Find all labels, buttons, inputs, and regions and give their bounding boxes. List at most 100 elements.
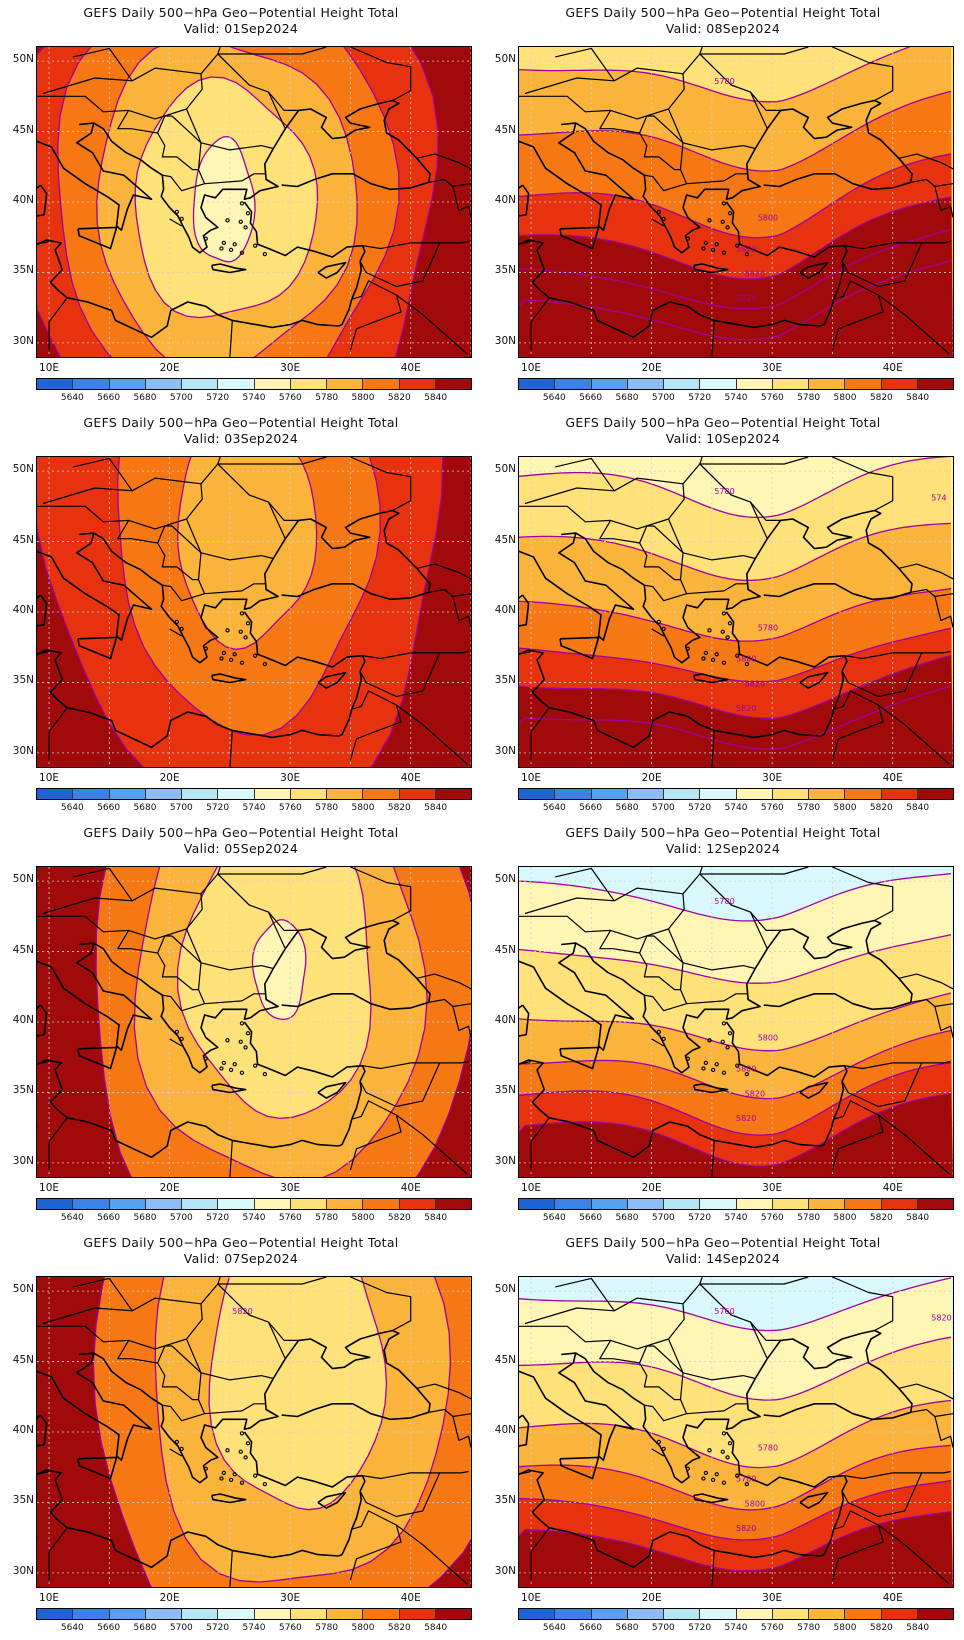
country-border (37, 650, 50, 718)
island (238, 1449, 243, 1454)
colorbar-swatch (519, 379, 556, 389)
coastline (519, 1059, 821, 1159)
coastline (211, 1083, 247, 1094)
island (239, 1070, 245, 1075)
country-border (117, 1340, 206, 1422)
country-border (452, 186, 471, 218)
latitude-tick-label: 45N (494, 123, 516, 136)
island (721, 1431, 727, 1436)
coastline (519, 942, 635, 1051)
country-border (416, 973, 471, 990)
country-border (395, 1524, 468, 1585)
coastline (37, 1414, 48, 1447)
country-border (171, 108, 202, 144)
island (721, 250, 727, 255)
colorbar-swatch (399, 1609, 436, 1619)
height-contour (519, 627, 952, 683)
colorbar-label: 5840 (424, 1213, 448, 1223)
colorbar-swatch (37, 1199, 74, 1209)
colorbar-swatch (37, 379, 74, 389)
contour-label: 5800 (758, 1034, 778, 1043)
colorbar-label: 5740 (724, 1213, 748, 1223)
coastline (37, 122, 153, 231)
colorbar-label: 5660 (579, 803, 603, 813)
island (239, 1480, 245, 1485)
latitude-tick-label: 35N (494, 1084, 516, 1097)
island (727, 621, 733, 626)
panel-valid-date: Valid: 03Sep2024 (183, 431, 299, 446)
colorbar-swatch (363, 379, 400, 389)
coastline (519, 649, 821, 749)
country-border (831, 280, 884, 351)
contour-label: 5780 (736, 1475, 756, 1484)
island (685, 1466, 690, 1471)
colorbar-label: 5680 (615, 393, 639, 403)
colorbar-swatch (627, 1199, 664, 1209)
contour-label: 5800 (736, 245, 756, 254)
colorbar-label: 5820 (869, 393, 893, 403)
island (685, 646, 690, 651)
country-border (157, 115, 172, 134)
fill-band (519, 1093, 953, 1177)
panel-title: GEFS Daily 500−hPa Geo−Potential Height … (565, 415, 881, 430)
height-contour (519, 1277, 952, 1332)
longitude-tick-label: 20E (641, 772, 662, 784)
longitude-tick-label: 40E (882, 772, 903, 784)
colorbar-swatch (290, 789, 327, 799)
country-border (524, 487, 615, 505)
island (710, 657, 716, 663)
island (701, 1476, 706, 1481)
island (735, 653, 740, 658)
country-border (37, 240, 50, 308)
island (243, 635, 248, 640)
latitude-tick-label: 45N (12, 533, 34, 546)
coastline (37, 1004, 48, 1037)
country-border (639, 1345, 654, 1364)
country-border (42, 77, 133, 95)
country-border (555, 47, 684, 82)
panel-valid-date: Valid: 10Sep2024 (665, 431, 781, 446)
island (174, 209, 179, 215)
colorbar (36, 788, 472, 800)
contour-label: 574 (931, 493, 946, 502)
country-border (679, 552, 756, 580)
panel-valid-date: Valid: 07Sep2024 (183, 1251, 299, 1266)
country-border (452, 1006, 471, 1038)
latitude-tick-label: 45N (12, 943, 34, 956)
contour-label: 5820 (736, 1114, 756, 1123)
colorbar-label: 5720 (688, 393, 712, 403)
island (714, 652, 719, 657)
country-border (362, 1060, 469, 1070)
coastline (243, 611, 366, 672)
colorbar-swatch (145, 1609, 182, 1619)
contour-label: 5780 (714, 897, 734, 906)
country-border (229, 1550, 233, 1587)
colorbar-label: 5740 (724, 1623, 748, 1633)
coastline (519, 239, 821, 339)
colorbar-swatch (845, 379, 882, 389)
forecast-panel: GEFS Daily 500−hPa Geo−Potential Height … (482, 820, 964, 1230)
contour-label: 5780 (714, 487, 734, 496)
country-border (639, 525, 654, 544)
colorbar-swatch (145, 789, 182, 799)
country-border (898, 1383, 953, 1400)
coastline (338, 671, 363, 737)
coastline (37, 594, 48, 627)
island (225, 628, 230, 633)
colorbar-label: 5740 (242, 1623, 266, 1633)
colorbar-swatch (736, 379, 773, 389)
colorbar-label: 5740 (724, 803, 748, 813)
fill-band (519, 1511, 953, 1587)
colorbar-label: 5720 (206, 1213, 230, 1223)
country-border (37, 1470, 50, 1538)
longitude-tick-label: 20E (641, 1182, 662, 1194)
map-canvas: 5820 (37, 1277, 471, 1587)
country-border (844, 1060, 951, 1070)
island (656, 1029, 661, 1035)
colorbar-label: 5640 (542, 803, 566, 813)
colorbar-swatch (145, 379, 182, 389)
island (744, 1481, 750, 1487)
country-border (699, 1277, 732, 1316)
coastline (725, 1431, 848, 1492)
country-border (750, 91, 781, 111)
